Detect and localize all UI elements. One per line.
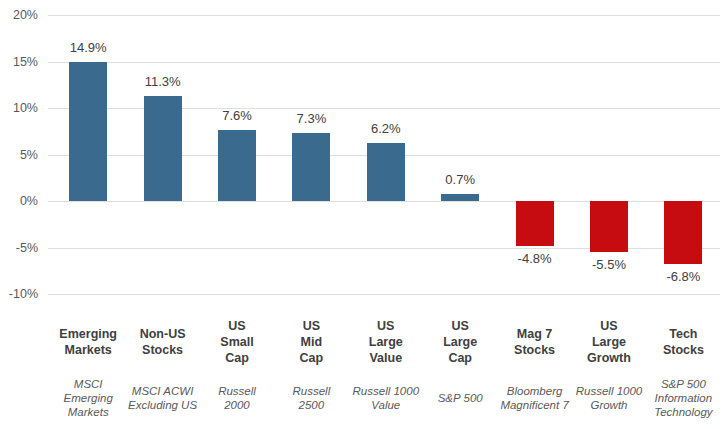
index-label: Russell 1000 Growth (572, 368, 646, 428)
category-label: Emerging Markets (51, 316, 125, 368)
bar-non-us-stocks (144, 96, 182, 201)
y-axis-tick-label: 20% (0, 7, 38, 23)
bar-value-label: -4.8% (500, 251, 570, 267)
category-column-us-large-growth: US Large GrowthRussell 1000 Growth (572, 316, 646, 428)
bar-value-label: -6.8% (648, 269, 718, 285)
category-label: US Large Cap (423, 316, 497, 368)
index-label: S&P 500 (423, 368, 497, 428)
bar-us-large-cap (441, 194, 479, 201)
category-label: US Small Cap (200, 316, 274, 368)
category-label: US Mid Cap (274, 316, 348, 368)
category-column-emerging-markets: Emerging MarketsMSCI Emerging Markets (51, 316, 125, 428)
bar-value-label: 7.3% (276, 111, 346, 127)
category-label: US Large Value (349, 316, 423, 368)
bar-emerging-markets (69, 62, 107, 201)
index-label: S&P 500 Information Technology (646, 368, 720, 428)
y-axis-tick-label: 15% (0, 54, 38, 70)
gridline (48, 15, 720, 16)
y-axis-tick-label: 5% (0, 147, 38, 163)
bar-us-large-value (367, 143, 405, 201)
y-axis-tick-label: -10% (0, 286, 38, 302)
category-column-non-us-stocks: Non-US StocksMSCI ACWI Excluding US (125, 316, 199, 428)
index-label: MSCI Emerging Markets (51, 368, 125, 428)
bar-value-label: 14.9% (53, 40, 123, 56)
bar-value-label: 6.2% (351, 121, 421, 137)
gridline (48, 62, 720, 63)
category-column-us-mid-cap: US Mid CapRussell 2500 (274, 316, 348, 428)
category-column-us-large-value: US Large ValueRussell 1000 Value (349, 316, 423, 428)
category-column-tech-stocks: Tech StocksS&P 500 Information Technolog… (646, 316, 720, 428)
category-column-mag-7-stocks: Mag 7 StocksBloomberg Magnificent 7 (497, 316, 571, 428)
index-label: Russell 2500 (274, 368, 348, 428)
bar-us-mid-cap (292, 133, 330, 201)
bar-tech-stocks (664, 201, 702, 264)
bar-value-label: -5.5% (574, 257, 644, 273)
bar-us-small-cap (218, 130, 256, 201)
gridline (48, 294, 720, 295)
y-axis-tick-label: 0% (0, 193, 38, 209)
bar-us-large-growth (590, 201, 628, 252)
index-label: Russell 1000 Value (349, 368, 423, 428)
category-label: Non-US Stocks (125, 316, 199, 368)
index-label: Russell 2000 (200, 368, 274, 428)
bar-mag-7-stocks (516, 201, 554, 246)
category-column-us-large-cap: US Large CapS&P 500 (423, 316, 497, 428)
bar-value-label: 0.7% (425, 172, 495, 188)
category-label: Tech Stocks (646, 316, 720, 368)
category-label: US Large Growth (572, 316, 646, 368)
category-column-us-small-cap: US Small CapRussell 2000 (200, 316, 274, 428)
bar-chart: 20% 15% 10% 5% 0% -5% -10% 14.9% Emerging Market… (0, 0, 727, 429)
index-label: MSCI ACWI Excluding US (125, 368, 199, 428)
y-axis-tick-label: 10% (0, 100, 38, 116)
index-label: Bloomberg Magnificent 7 (497, 368, 571, 428)
bar-value-label: 11.3% (128, 74, 198, 90)
category-label: Mag 7 Stocks (497, 316, 571, 368)
y-axis-tick-label: -5% (0, 240, 38, 256)
bar-value-label: 7.6% (202, 108, 272, 124)
